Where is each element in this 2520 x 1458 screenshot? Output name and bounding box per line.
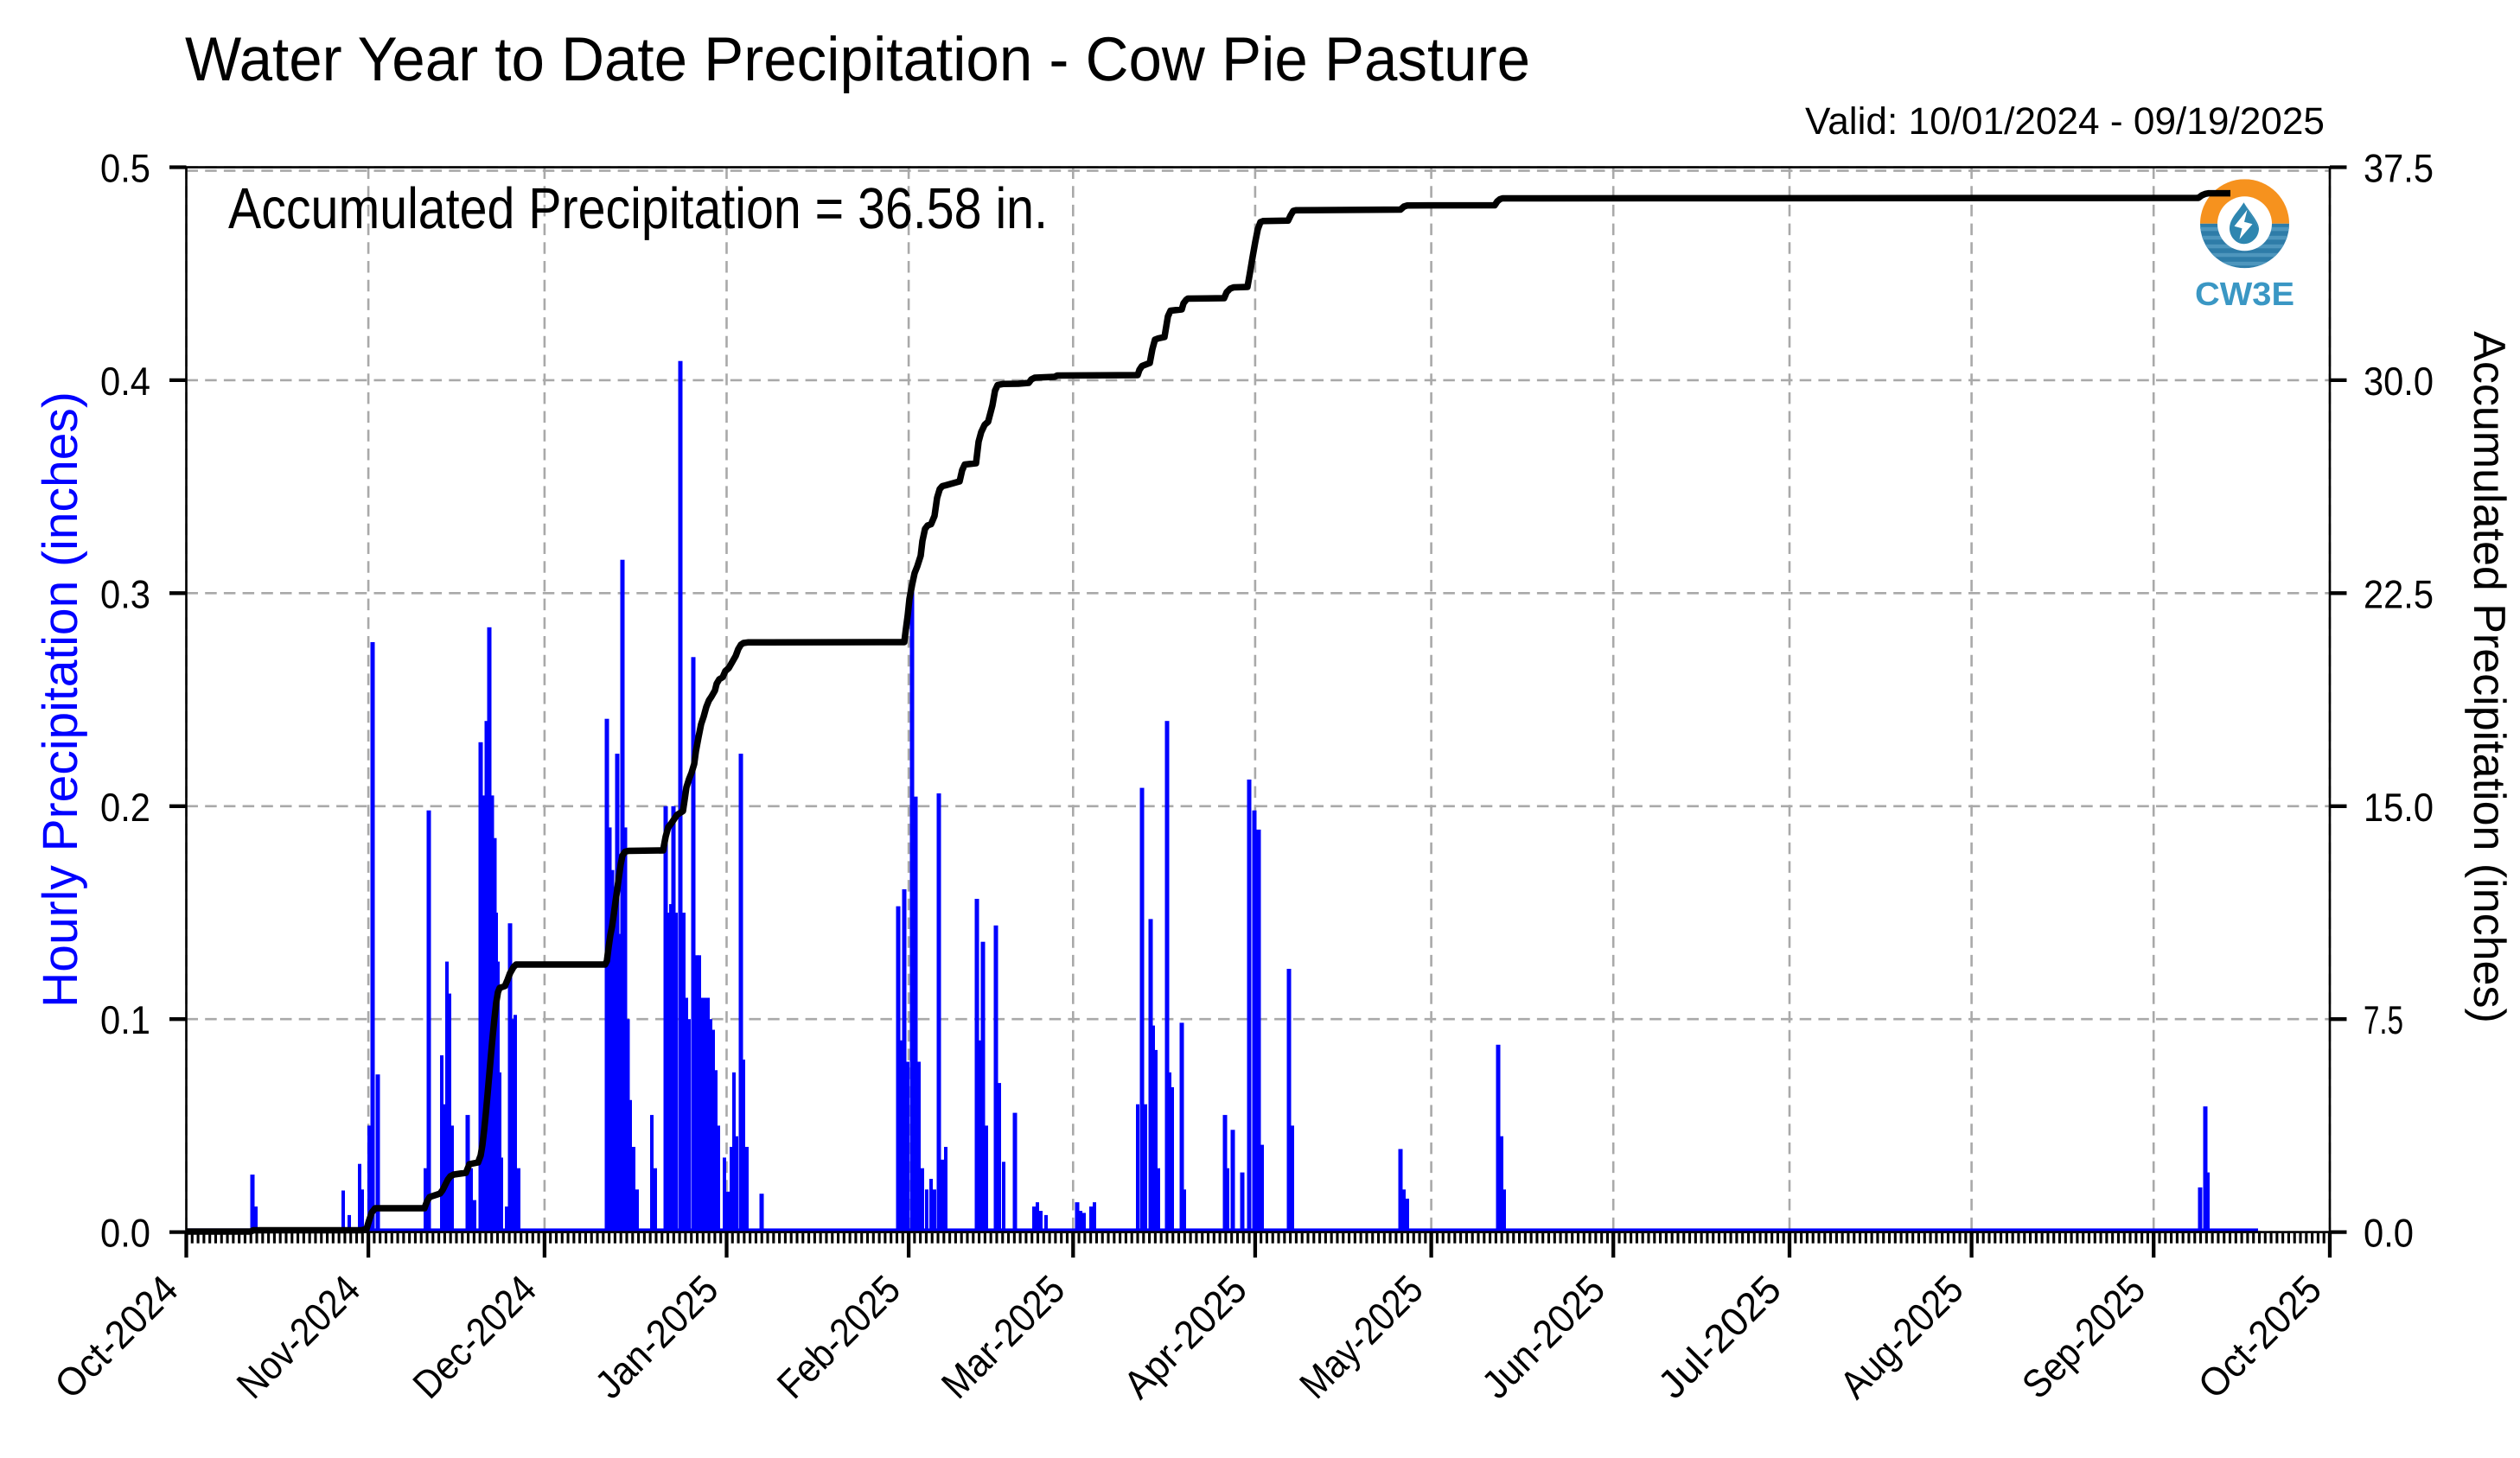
svg-text:15.0: 15.0 <box>2364 785 2434 830</box>
svg-text:Valid: 10/01/2024 - 09/19/2025: Valid: 10/01/2024 - 09/19/2025 <box>1805 100 2325 143</box>
svg-text:0.2: 0.2 <box>100 785 150 830</box>
svg-text:Water Year to Date Precipitati: Water Year to Date Precipitation - Cow P… <box>185 25 1530 94</box>
svg-text:0.0: 0.0 <box>2364 1211 2414 1256</box>
svg-text:0.4: 0.4 <box>100 359 150 404</box>
svg-text:Accumulated Precipitation = 36: Accumulated Precipitation = 36.58 in. <box>228 176 1048 241</box>
svg-text:0.0: 0.0 <box>100 1211 150 1256</box>
svg-text:0.3: 0.3 <box>100 571 150 616</box>
svg-text:0.5: 0.5 <box>100 146 150 191</box>
svg-text:22.5: 22.5 <box>2364 571 2434 616</box>
svg-text:Accumulated Precipitation (inc: Accumulated Precipitation (inches) <box>2464 331 2514 1023</box>
svg-text:7.5: 7.5 <box>2364 997 2403 1042</box>
svg-text:CW3E: CW3E <box>2195 277 2294 313</box>
svg-text:Hourly Precipitation (inches): Hourly Precipitation (inches) <box>33 392 88 1008</box>
svg-text:37.5: 37.5 <box>2364 146 2434 191</box>
svg-text:30.0: 30.0 <box>2364 359 2434 404</box>
svg-text:0.1: 0.1 <box>100 997 150 1042</box>
